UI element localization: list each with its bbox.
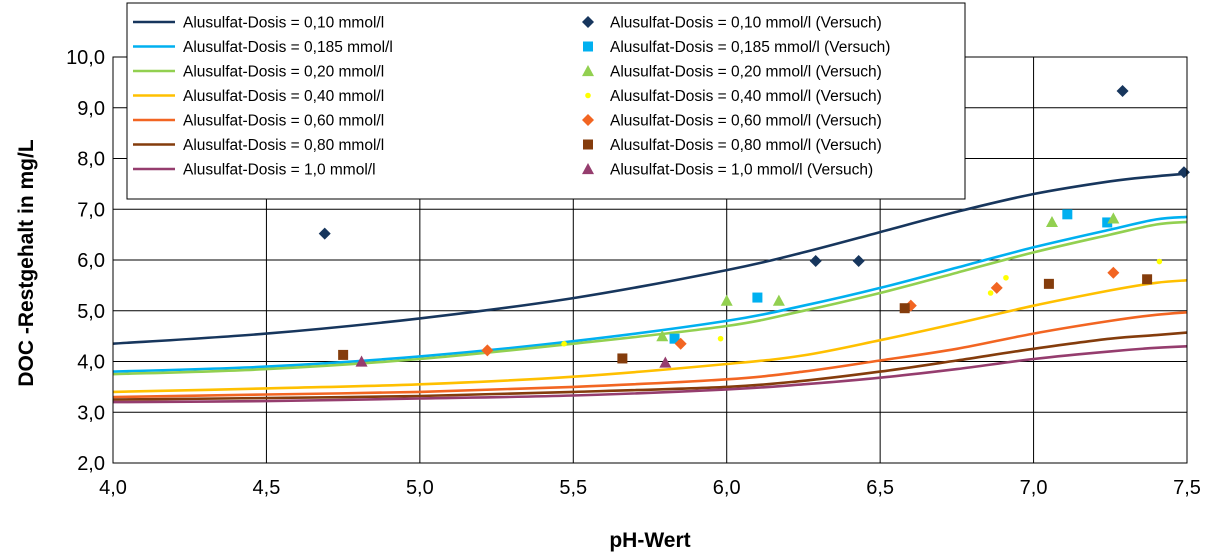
data-point-5 (899, 303, 910, 314)
data-point-3 (1003, 274, 1009, 281)
legend-label: Alusulfat-Dosis = 0,185 mmol/l (183, 39, 393, 56)
data-point-3 (1156, 258, 1163, 265)
data-point-5 (617, 353, 628, 364)
legend-label: Alusulfat-Dosis = 0,10 mmol/l (Versuch) (610, 15, 882, 32)
data-point-2 (656, 330, 669, 342)
y-tick-label: 3,0 (77, 402, 105, 424)
legend-marker-swatch (585, 92, 591, 99)
data-point-4 (674, 337, 687, 350)
data-point-2 (1107, 212, 1120, 224)
legend-marker-swatch (583, 139, 593, 150)
data-point-6 (355, 355, 368, 367)
series-line-5 (112, 331, 1188, 401)
x-tick-label: 5,0 (406, 477, 434, 499)
data-point-5 (1142, 274, 1153, 285)
legend-box (126, 2, 966, 200)
x-axis-title: pH-Wert (609, 529, 690, 552)
legend-label: Alusulfat-Dosis = 0,60 mmol/l (183, 113, 384, 130)
legend-label: Alusulfat-Dosis = 0,10 mmol/l (183, 15, 384, 32)
y-tick-label: 5,0 (77, 301, 105, 323)
data-point-6 (659, 356, 672, 368)
x-tick-label: 4,5 (253, 477, 281, 499)
legend-label: Alusulfat-Dosis = 1,0 mmol/l (Versuch) (610, 162, 873, 179)
y-tick-label: 7,0 (77, 199, 105, 221)
legend-label: Alusulfat-Dosis = 0,80 mmol/l (Versuch) (610, 137, 882, 154)
x-tick-label: 6,0 (713, 477, 741, 499)
x-tick-label: 7,5 (1173, 477, 1201, 499)
series-line-2 (112, 220, 1188, 376)
legend-label: Alusulfat-Dosis = 0,60 mmol/l (Versuch) (610, 113, 882, 130)
x-tick-label: 5,5 (559, 477, 587, 499)
y-tick-label: 10,0 (66, 47, 105, 69)
series-line-0 (112, 172, 1188, 345)
data-point-0 (809, 255, 822, 268)
y-tick-label: 6,0 (77, 250, 105, 272)
data-point-0 (852, 255, 865, 268)
x-tick-label: 7,0 (1020, 477, 1048, 499)
data-point-0 (1177, 166, 1190, 179)
data-point-5 (1043, 278, 1054, 289)
x-tick-label: 4,0 (99, 477, 127, 499)
data-point-1 (752, 292, 763, 303)
data-point-1 (1062, 209, 1073, 220)
legend-marker-swatch (583, 41, 593, 52)
series-line-1 (112, 215, 1188, 373)
legend-marker-swatch (582, 16, 594, 28)
legend-marker-swatch (582, 163, 594, 175)
legend-label: Alusulfat-Dosis = 0,20 mmol/l (Versuch) (610, 64, 882, 81)
series-line-3 (112, 279, 1188, 394)
data-point-2 (720, 294, 733, 306)
legend-label: Alusulfat-Dosis = 0,20 mmol/l (183, 64, 384, 81)
data-point-2 (1045, 215, 1058, 228)
data-points (318, 85, 1190, 368)
y-axis-title: DOC -Restgehalt in mg/L (15, 139, 38, 387)
legend: Alusulfat-Dosis = 0,10 mmol/l Alusulfat-D… (126, 2, 966, 200)
data-point-2 (772, 294, 785, 306)
y-tick-label: 4,0 (77, 352, 105, 374)
data-point-3 (717, 335, 724, 342)
data-point-1 (1102, 217, 1113, 228)
legend-label: Alusulfat-Dosis = 0,185 mmol/l (Versuch) (610, 39, 890, 56)
x-tick-label: 6,5 (866, 477, 894, 499)
series-line-4 (112, 311, 1188, 399)
tick-labels: 2,0 3,0 4,0 5,0 6,0 7,0 8,0 9,0 10,0 4,0 4,5 5,0 5,5… (66, 47, 1201, 499)
data-point-4 (1107, 266, 1120, 279)
data-point-3 (987, 290, 994, 296)
data-point-0 (1116, 85, 1129, 98)
data-point-3 (561, 340, 567, 347)
legend-marker-swatch (582, 114, 594, 126)
y-tick-label: 8,0 (77, 149, 105, 171)
series-lines (112, 172, 1188, 404)
y-tick-label: 2,0 (77, 453, 105, 475)
legend-label: Alusulfat-Dosis = 0,40 mmol/l (183, 88, 384, 105)
legend-marker-swatch (582, 65, 594, 77)
data-point-1 (669, 333, 680, 344)
data-point-4 (990, 281, 1003, 294)
y-tick-label: 9,0 (77, 98, 105, 120)
series-line-6 (112, 345, 1188, 404)
legend-label: Alusulfat-Dosis = 1,0 mmol/l (183, 162, 376, 179)
legend-label: Alusulfat-Dosis = 0,40 mmol/l (Versuch) (610, 88, 882, 105)
data-point-4 (481, 344, 494, 357)
data-point-5 (338, 349, 349, 360)
legend-label: Alusulfat-Dosis = 0,80 mmol/l (183, 137, 384, 154)
data-point-0 (318, 227, 331, 240)
